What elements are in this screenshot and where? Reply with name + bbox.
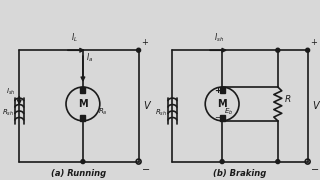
Circle shape — [137, 48, 140, 52]
Text: $R_{sh}$: $R_{sh}$ — [155, 108, 167, 118]
Text: +: + — [141, 38, 148, 47]
Text: $I_{sh}$: $I_{sh}$ — [6, 87, 15, 97]
Text: V: V — [144, 101, 150, 111]
Text: R: R — [285, 95, 291, 104]
Text: $E_b$: $E_b$ — [224, 107, 233, 117]
Text: (a) Running: (a) Running — [52, 169, 107, 178]
Text: M: M — [78, 99, 88, 109]
Bar — [220, 87, 225, 93]
Bar — [220, 115, 225, 121]
Text: V: V — [313, 101, 319, 111]
Text: −: − — [141, 165, 150, 175]
Text: (b) Braking: (b) Braking — [213, 169, 267, 178]
Circle shape — [276, 48, 280, 52]
Text: −: − — [311, 165, 319, 175]
Text: $R_a$: $R_a$ — [98, 107, 108, 117]
Circle shape — [220, 160, 224, 164]
Text: $I_L$: $I_L$ — [71, 32, 78, 44]
Text: +: + — [214, 86, 221, 94]
Text: +: + — [311, 38, 317, 47]
Text: $I_{sh}$: $I_{sh}$ — [214, 32, 224, 44]
Text: M: M — [217, 99, 227, 109]
Text: −: − — [214, 113, 221, 122]
Bar — [80, 87, 85, 93]
Circle shape — [81, 160, 85, 164]
Text: $R_{sh}$: $R_{sh}$ — [2, 108, 14, 118]
Circle shape — [276, 160, 280, 164]
Circle shape — [306, 48, 310, 52]
Text: $I_a$: $I_a$ — [86, 52, 93, 64]
Bar — [80, 115, 85, 121]
